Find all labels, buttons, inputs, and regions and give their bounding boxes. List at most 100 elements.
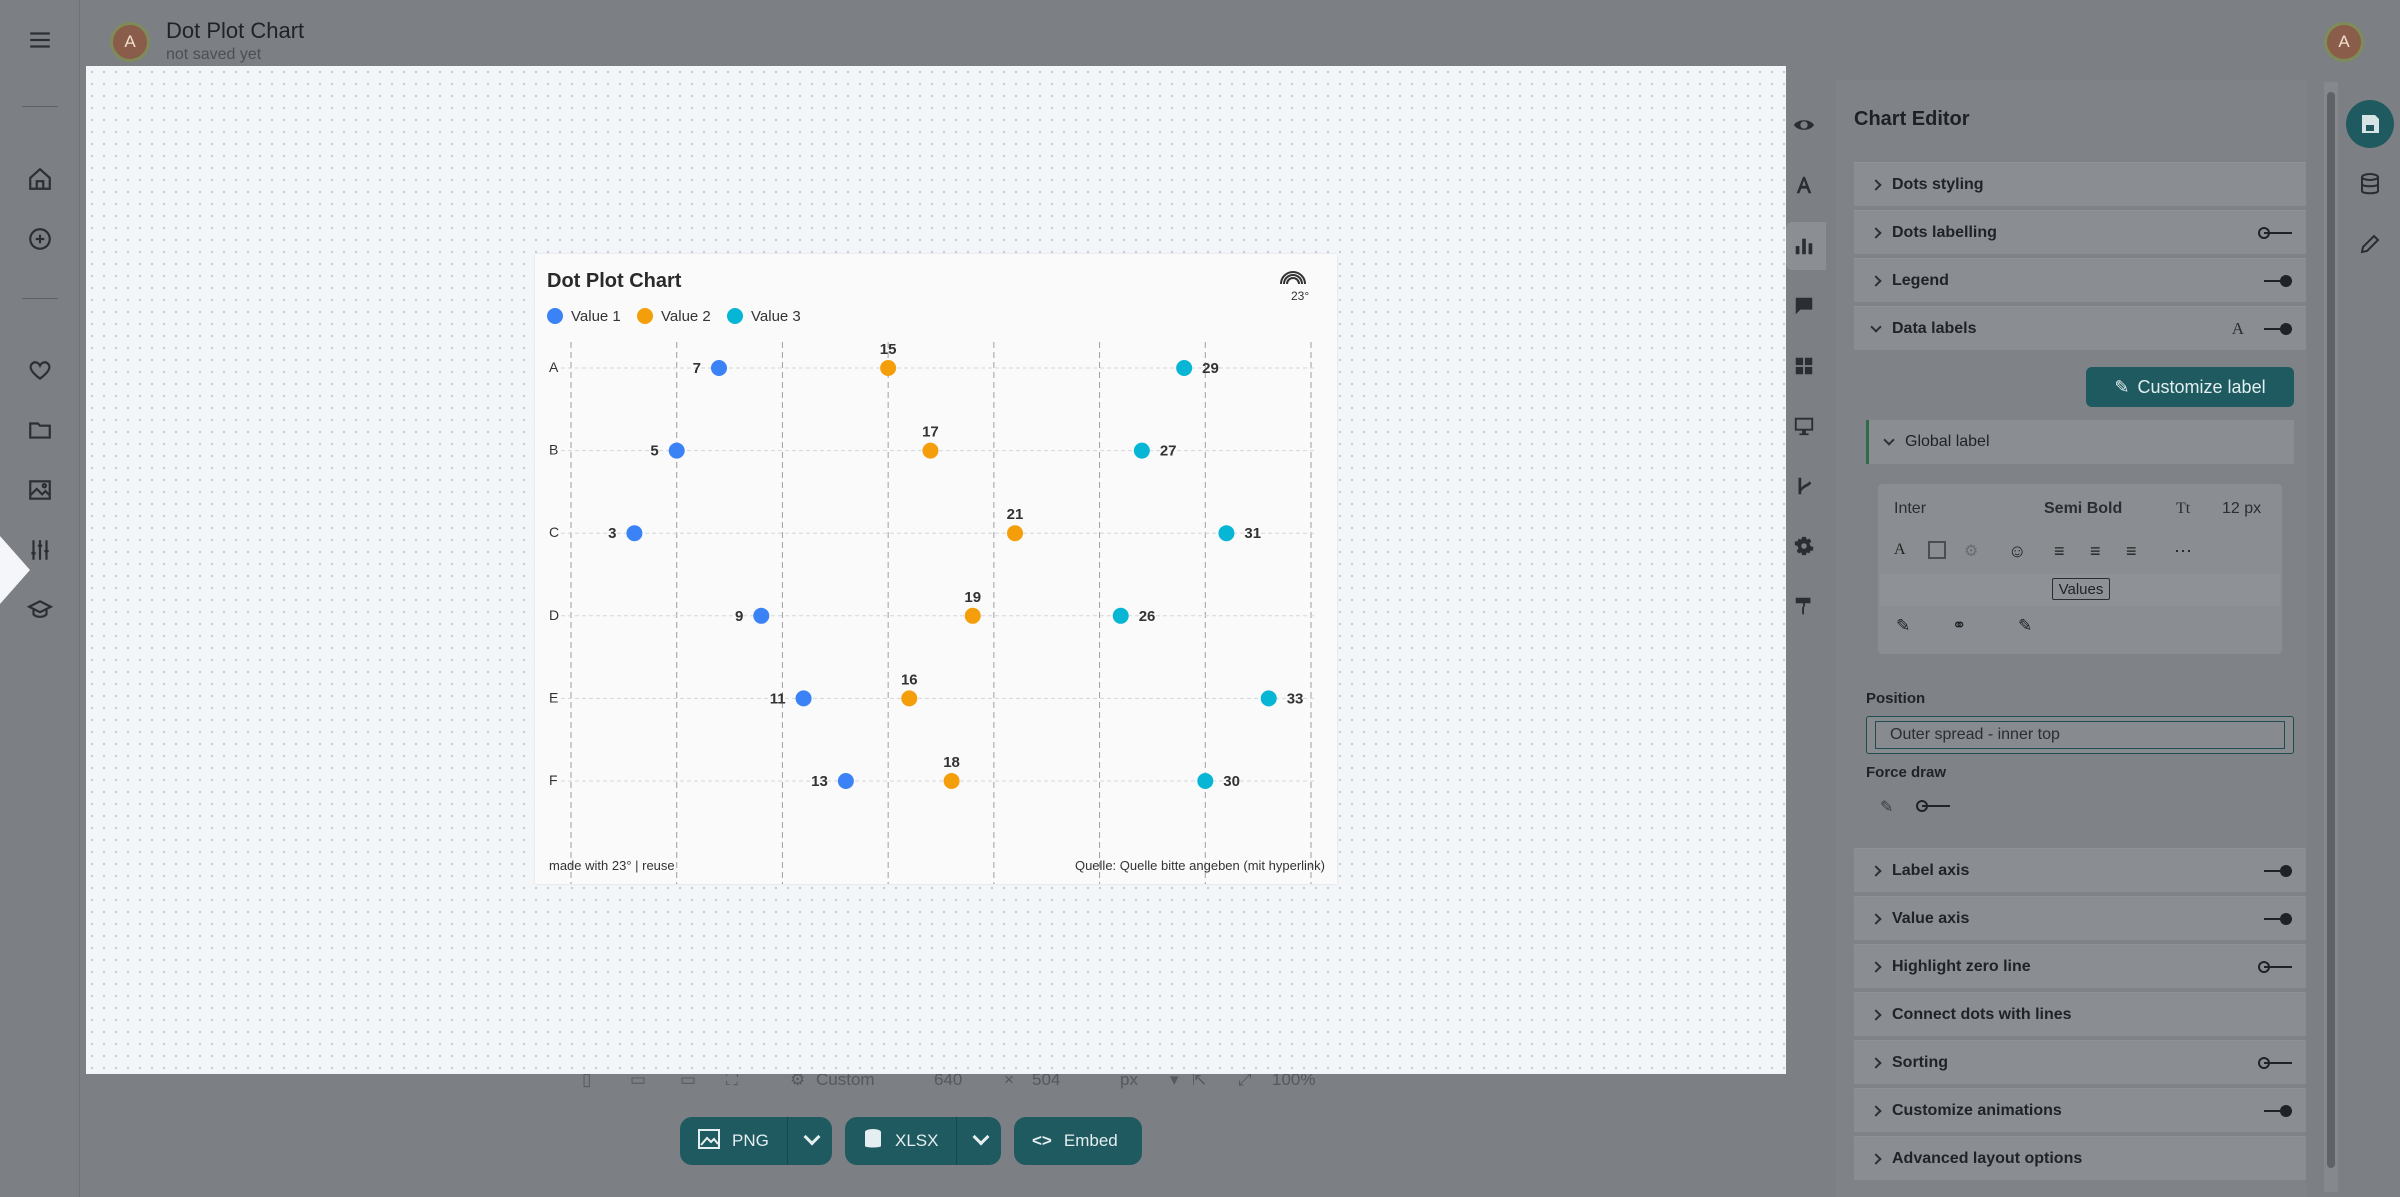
chevron-right-icon: [1870, 1104, 1882, 1117]
link-icon[interactable]: ⚭: [1952, 616, 1967, 635]
database-icon[interactable]: [2346, 160, 2394, 208]
fit-screen-icon[interactable]: ⤢: [1238, 1070, 1252, 1089]
force-draw-toggle[interactable]: [1916, 800, 1950, 812]
layout-icon[interactable]: [1792, 354, 1816, 378]
more-icon[interactable]: ⋯: [2174, 541, 2192, 561]
bar-chart-icon[interactable]: [1792, 234, 1816, 258]
dot-value-2: [901, 690, 918, 707]
save-status: not saved yet: [166, 46, 262, 63]
section-customize-animations[interactable]: Customize animations: [1854, 1088, 2306, 1132]
text-color-icon[interactable]: A: [1894, 541, 1906, 558]
export-xlsx-button[interactable]: XLSX: [845, 1117, 1001, 1165]
size-preset-select[interactable]: Custom: [816, 1070, 875, 1089]
home-icon[interactable]: [24, 163, 56, 195]
position-select[interactable]: Outer spread - inner top: [1866, 716, 2294, 754]
edit-box-icon[interactable]: ✎: [2018, 616, 2033, 635]
unit-select[interactable]: px: [1120, 1070, 1138, 1089]
emoji-icon[interactable]: ☺: [2008, 541, 2027, 561]
export-png-button[interactable]: PNG: [680, 1117, 832, 1165]
fullscreen-icon[interactable]: ⛶: [726, 1070, 738, 1089]
menu-icon[interactable]: [24, 24, 56, 56]
monitor-icon[interactable]: [1792, 414, 1816, 438]
legend-toggle[interactable]: [2258, 275, 2292, 287]
image-icon[interactable]: [24, 474, 56, 506]
eye-icon[interactable]: [1792, 113, 1816, 137]
data-label: 11: [770, 690, 786, 707]
font-size-input[interactable]: 12 px: [2222, 500, 2262, 517]
background-color-icon[interactable]: [1928, 541, 1946, 559]
dot-value-3: [1218, 525, 1235, 542]
avatar[interactable]: A: [110, 22, 150, 62]
align-right-icon[interactable]: ≡: [2126, 541, 2137, 561]
sorting-toggle[interactable]: [2258, 1057, 2292, 1069]
legend-item-value-2[interactable]: Value 2: [637, 306, 711, 326]
chevron-down-icon[interactable]: ▾: [1170, 1070, 1179, 1089]
save-icon[interactable]: [2346, 100, 2394, 148]
font-icon[interactable]: A: [2231, 319, 2244, 338]
export-png-label: PNG: [732, 1131, 769, 1150]
dot-value-3: [1197, 773, 1214, 789]
paint-roller-icon[interactable]: [1792, 594, 1816, 618]
edit-icon[interactable]: ✎: [1896, 616, 1911, 635]
footer-credit[interactable]: made with 23° | reuse: [549, 858, 675, 873]
width-input[interactable]: 640: [934, 1070, 963, 1089]
height-input[interactable]: 504: [1032, 1070, 1061, 1089]
mobile-size-icon[interactable]: ▯: [582, 1070, 592, 1089]
branch-icon[interactable]: [1792, 474, 1816, 498]
label-axis-toggle[interactable]: [2258, 865, 2292, 877]
user-avatar[interactable]: A: [2324, 22, 2364, 62]
share-icon[interactable]: ⇱: [1192, 1070, 1207, 1089]
font-family-select[interactable]: Inter: [1894, 500, 1927, 517]
legend-item-value-1[interactable]: Value 1: [547, 306, 621, 326]
data-labels-toggle[interactable]: [2258, 323, 2292, 335]
animations-toggle[interactable]: [2258, 1105, 2292, 1117]
section-advanced-layout[interactable]: Advanced layout options: [1854, 1136, 2306, 1180]
data-label: 3: [608, 525, 616, 542]
label-template-input[interactable]: [1880, 574, 2280, 606]
section-highlight-zero-line[interactable]: Highlight zero line: [1854, 944, 2306, 988]
section-value-axis[interactable]: Value axis: [1854, 896, 2306, 940]
collapse-arrow-icon[interactable]: [0, 536, 30, 604]
add-circle-icon[interactable]: [24, 223, 56, 255]
chevron-down-icon[interactable]: [803, 1128, 821, 1146]
values-chip[interactable]: Values: [2052, 578, 2110, 600]
gear-icon[interactable]: [1792, 534, 1816, 558]
font-weight-select[interactable]: Semi Bold: [2044, 500, 2123, 517]
section-sorting[interactable]: Sorting: [1854, 1040, 2306, 1084]
pencil-icon[interactable]: [2346, 220, 2394, 268]
section-dots-labelling[interactable]: Dots labelling: [1854, 210, 2306, 254]
legend-item-value-3[interactable]: Value 3: [727, 306, 801, 326]
dot-value-2: [1007, 525, 1023, 542]
zoom-level[interactable]: 100%: [1272, 1070, 1316, 1089]
align-left-icon[interactable]: ≡: [2054, 541, 2065, 561]
scrollbar[interactable]: [2327, 92, 2335, 1168]
section-dots-styling[interactable]: Dots styling: [1854, 162, 2306, 206]
value-axis-toggle[interactable]: [2258, 913, 2292, 925]
settings-icon[interactable]: ⚙: [1964, 543, 1979, 560]
highlight-zero-toggle[interactable]: [2258, 961, 2292, 973]
chart-card[interactable]: Dot Plot Chart 23° Value 1 Value 2 Value…: [535, 254, 1337, 884]
section-legend[interactable]: Legend: [1854, 258, 2306, 302]
graduation-cap-icon[interactable]: [24, 594, 56, 626]
folder-icon[interactable]: [24, 414, 56, 446]
chevron-down-icon[interactable]: [972, 1128, 990, 1146]
section-data-labels[interactable]: Data labels A: [1854, 306, 2306, 350]
export-xlsx-label: XLSX: [895, 1131, 939, 1150]
align-center-icon[interactable]: ≡: [2090, 541, 2101, 561]
global-label-section[interactable]: Global label: [1866, 420, 2294, 464]
section-connect-dots[interactable]: Connect dots with lines: [1854, 992, 2306, 1036]
text-icon[interactable]: [1792, 173, 1816, 197]
customize-label-button[interactable]: ✎ Customize label: [2086, 367, 2294, 407]
heart-icon[interactable]: [24, 354, 56, 386]
footer-source[interactable]: Quelle: Quelle bitte angeben (mit hyperl…: [1074, 858, 1325, 873]
position-value: Outer spread - inner top: [1875, 721, 2285, 749]
comment-icon[interactable]: [1792, 294, 1816, 318]
chevron-right-icon: [1870, 1152, 1882, 1165]
dots-labelling-toggle[interactable]: [2258, 227, 2292, 239]
document-title[interactable]: Dot Plot Chart: [166, 18, 305, 43]
sliders-icon[interactable]: [24, 534, 56, 566]
section-label-axis[interactable]: Label axis: [1854, 848, 2306, 892]
desktop-size-icon[interactable]: ▭: [680, 1070, 697, 1089]
embed-button[interactable]: <> Embed: [1014, 1117, 1142, 1165]
tablet-size-icon[interactable]: ▭: [630, 1070, 647, 1089]
